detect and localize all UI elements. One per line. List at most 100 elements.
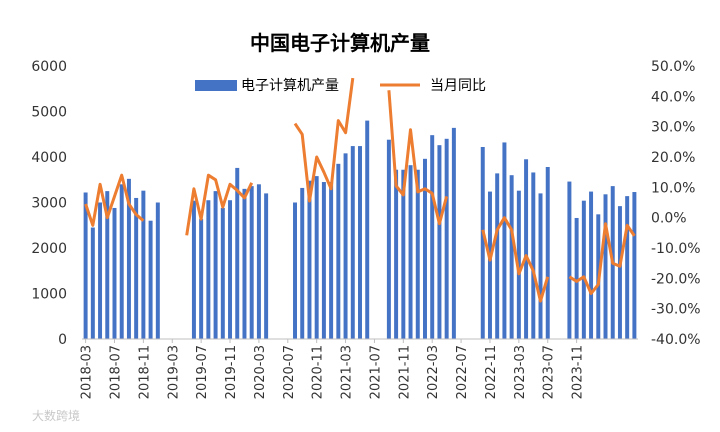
bar <box>350 146 355 339</box>
bar <box>83 192 88 339</box>
left-tick-label: 5000 <box>31 105 67 121</box>
bar <box>480 146 485 339</box>
line-path <box>481 216 550 303</box>
bar <box>191 200 196 339</box>
bar <box>307 180 312 339</box>
bar-series <box>83 120 637 339</box>
right-tick-label: -40.0% <box>651 332 701 348</box>
bar <box>567 181 572 339</box>
x-tick-label: 2023-03 <box>513 345 528 399</box>
right-tick-label: 0.0% <box>651 211 687 227</box>
bar <box>437 145 442 339</box>
bar <box>141 190 146 339</box>
chart-title: 中国电子计算机产量 <box>250 31 430 55</box>
bar <box>199 218 204 339</box>
left-axis-ticks: 0 1000 2000 3000 4000 5000 6000 <box>31 59 67 348</box>
bar <box>524 159 529 339</box>
bar <box>487 191 492 339</box>
bar <box>502 142 507 339</box>
bar <box>264 193 269 339</box>
bar <box>386 139 391 339</box>
left-tick-label: 0 <box>58 332 67 348</box>
bar <box>321 182 326 339</box>
x-tick-label: 2022-07 <box>455 345 470 399</box>
bar <box>98 202 103 339</box>
bar <box>581 200 586 339</box>
x-tick-label: 2018-07 <box>108 345 123 399</box>
right-axis-ticks: -40.0% -30.0% -20.0% -10.0% 0.0% 10.0% 20.0% 30… <box>651 59 701 348</box>
x-tick-label: 2020-07 <box>282 345 297 399</box>
x-tick-label: 2023-07 <box>542 345 557 399</box>
x-tick-label: 2022-03 <box>426 345 441 399</box>
bar <box>358 146 362 339</box>
bar <box>235 167 240 339</box>
x-tick-label: 2020-11 <box>311 345 326 399</box>
bar <box>401 169 406 339</box>
right-tick-label: 30.0% <box>651 120 695 136</box>
bar <box>574 217 579 339</box>
bar <box>509 175 514 339</box>
bar <box>300 187 305 339</box>
bar <box>206 200 211 339</box>
x-tick-label: 2021-11 <box>397 345 412 399</box>
bar <box>134 197 139 339</box>
x-tick-label: 2019-07 <box>195 345 210 399</box>
watermark: 大数跨境 <box>32 408 80 423</box>
bar <box>220 207 225 339</box>
bar <box>293 202 297 339</box>
right-tick-label: 20.0% <box>651 150 695 166</box>
line-path <box>387 90 449 226</box>
bar <box>314 176 319 339</box>
x-axis-ticks: 2018-03 2018-07 2018-11 2019-03 2019-07 2019-… <box>80 339 586 399</box>
bar <box>408 165 413 339</box>
bar <box>365 120 370 339</box>
line-path <box>84 173 145 227</box>
bar <box>451 127 456 339</box>
left-tick-label: 2000 <box>31 241 67 257</box>
bar <box>617 206 622 339</box>
x-tick-label: 2020-03 <box>253 345 268 399</box>
right-tick-label: 50.0% <box>651 59 695 75</box>
line-path <box>293 77 355 203</box>
bar <box>213 191 218 339</box>
bar <box>632 192 637 339</box>
right-tick-label: -10.0% <box>651 241 701 257</box>
legend-label-line: 当月同比 <box>430 78 486 94</box>
bar <box>329 182 334 339</box>
legend-label-bar: 电子计算机产量 <box>241 78 339 94</box>
x-tick-label: 2021-07 <box>368 345 383 399</box>
right-tick-label: 10.0% <box>651 180 695 196</box>
bar <box>343 153 348 339</box>
bar <box>242 188 247 339</box>
bar <box>148 220 153 339</box>
bar <box>90 227 95 339</box>
left-tick-label: 4000 <box>31 150 67 166</box>
bar <box>119 184 124 339</box>
bar <box>105 191 110 339</box>
bar <box>228 200 233 339</box>
bar <box>603 194 608 339</box>
legend-swatch-bar <box>195 80 237 91</box>
right-tick-label: -30.0% <box>651 302 701 318</box>
x-tick-label: 2022-11 <box>484 345 499 399</box>
left-tick-label: 6000 <box>31 59 67 75</box>
line-path <box>185 173 254 236</box>
bar <box>545 167 550 339</box>
x-tick-label: 2018-11 <box>137 345 152 399</box>
bar <box>415 169 420 339</box>
bar <box>538 193 543 339</box>
line-path <box>568 222 636 295</box>
bar <box>589 191 594 339</box>
bar <box>249 186 254 339</box>
x-tick-label: 2018-03 <box>80 345 95 399</box>
x-tick-label: 2023-11 <box>571 345 586 399</box>
bar <box>531 172 536 339</box>
right-tick-label: -20.0% <box>651 271 701 287</box>
bar <box>423 158 427 339</box>
legend: 电子计算机产量 当月同比 <box>195 78 486 94</box>
x-tick-label: 2019-03 <box>166 345 181 399</box>
bar <box>256 184 261 339</box>
left-tick-label: 3000 <box>31 196 67 212</box>
bar <box>495 173 500 339</box>
